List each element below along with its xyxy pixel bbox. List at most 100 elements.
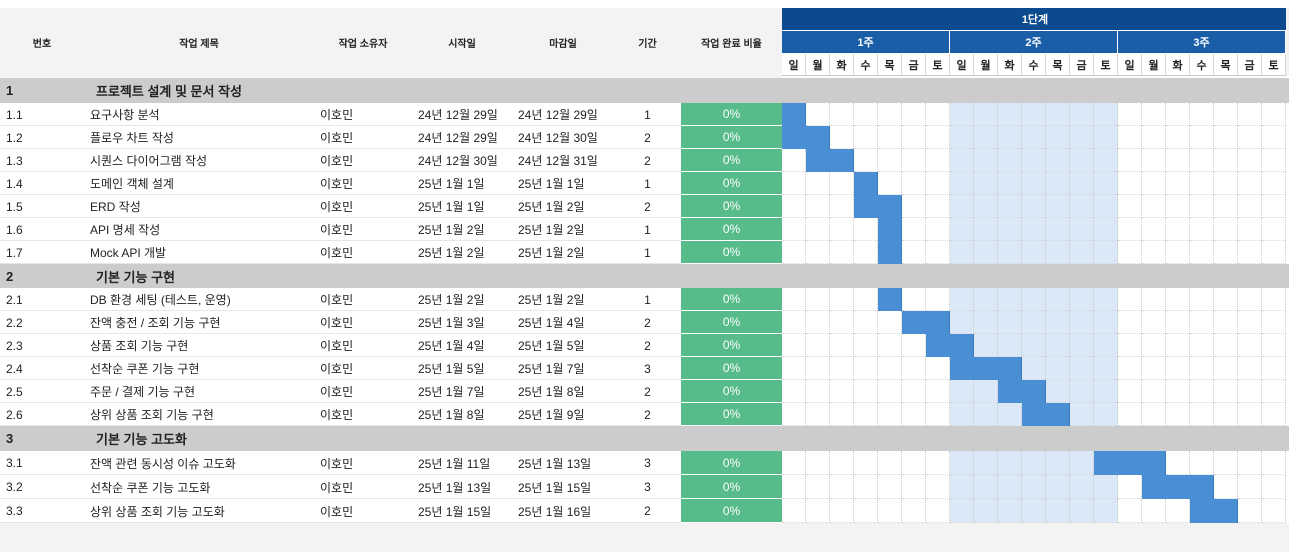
gantt-bar[interactable]	[782, 103, 806, 126]
task-progress[interactable]: 0%	[681, 195, 782, 218]
task-title[interactable]: 잔액 충전 / 조회 기능 구현	[90, 316, 221, 330]
gantt-bar[interactable]	[806, 149, 854, 172]
task-start-date[interactable]: 25년 1월 3일	[418, 316, 485, 330]
task-title[interactable]: 플로우 차트 작성	[90, 131, 174, 145]
task-progress[interactable]: 0%	[681, 475, 782, 499]
gantt-bar[interactable]	[878, 288, 902, 311]
task-start-date[interactable]: 24년 12월 29일	[418, 108, 498, 122]
task-end-date[interactable]: 25년 1월 8일	[518, 385, 585, 399]
header-duration[interactable]: 기간	[638, 38, 657, 50]
gantt-bar[interactable]	[1094, 451, 1166, 475]
gantt-bar[interactable]	[1190, 499, 1238, 523]
task-progress[interactable]: 0%	[681, 103, 782, 126]
task-end-date[interactable]: 24년 12월 31일	[518, 154, 598, 168]
gantt-bar[interactable]	[902, 311, 950, 334]
task-owner[interactable]: 이호민	[320, 200, 354, 214]
header-no[interactable]: 번호	[32, 38, 52, 50]
gantt-bar[interactable]	[926, 334, 974, 357]
gantt-bar[interactable]	[878, 218, 902, 241]
gantt-bar[interactable]	[1022, 403, 1070, 426]
task-end-date[interactable]: 25년 1월 1일	[518, 177, 585, 191]
task-owner[interactable]: 이호민	[320, 246, 354, 260]
task-end-date[interactable]: 24년 12월 30일	[518, 131, 598, 145]
task-start-date[interactable]: 25년 1월 2일	[418, 293, 485, 307]
task-start-date[interactable]: 24년 12월 29일	[418, 131, 498, 145]
task-owner[interactable]: 이호민	[320, 108, 354, 122]
task-progress[interactable]: 0%	[681, 403, 782, 426]
task-start-date[interactable]: 25년 1월 4일	[418, 339, 485, 353]
task-owner[interactable]: 이호민	[320, 385, 354, 399]
task-owner[interactable]: 이호민	[320, 362, 354, 376]
gantt-bar[interactable]	[878, 241, 902, 264]
header-start[interactable]: 시작일	[448, 38, 476, 50]
header-owner[interactable]: 작업 소유자	[338, 38, 388, 50]
task-end-date[interactable]: 25년 1월 2일	[518, 200, 585, 214]
task-title[interactable]: 도메인 객체 설계	[90, 177, 174, 191]
task-owner[interactable]: 이호민	[320, 223, 354, 237]
task-title[interactable]: DB 환경 세팅 (테스트, 운영)	[90, 293, 231, 307]
section-title[interactable]: 기본 기능 구현	[96, 269, 175, 285]
task-owner[interactable]: 이호민	[320, 504, 354, 519]
task-progress[interactable]: 0%	[681, 241, 782, 264]
task-title[interactable]: 잔액 관련 동시성 이슈 고도화	[90, 456, 236, 471]
gantt-bar[interactable]	[854, 172, 878, 195]
task-title[interactable]: 상위 상품 조회 기능 구현	[90, 408, 214, 422]
task-owner[interactable]: 이호민	[320, 408, 354, 422]
gantt-bar[interactable]	[998, 380, 1046, 403]
task-owner[interactable]: 이호민	[320, 316, 354, 330]
task-progress[interactable]: 0%	[681, 149, 782, 172]
gantt-bar[interactable]	[854, 195, 902, 218]
task-start-date[interactable]: 25년 1월 2일	[418, 223, 485, 237]
task-start-date[interactable]: 25년 1월 11일	[418, 456, 491, 471]
task-progress[interactable]: 0%	[681, 288, 782, 311]
task-owner[interactable]: 이호민	[320, 456, 354, 471]
task-progress[interactable]: 0%	[681, 311, 782, 334]
task-end-date[interactable]: 25년 1월 16일	[518, 504, 592, 519]
task-title[interactable]: Mock API 개발	[90, 246, 167, 260]
task-title[interactable]: API 명세 작성	[90, 223, 161, 237]
task-end-date[interactable]: 25년 1월 2일	[518, 246, 585, 260]
task-progress[interactable]: 0%	[681, 357, 782, 380]
task-start-date[interactable]: 24년 12월 30일	[418, 154, 498, 168]
task-title[interactable]: 선착순 쿠폰 기능 고도화	[90, 480, 211, 495]
task-start-date[interactable]: 25년 1월 5일	[418, 362, 485, 376]
task-start-date[interactable]: 25년 1월 15일	[418, 504, 492, 519]
task-end-date[interactable]: 25년 1월 15일	[518, 480, 592, 495]
task-owner[interactable]: 이호민	[320, 154, 354, 168]
task-start-date[interactable]: 25년 1월 2일	[418, 246, 485, 260]
task-end-date[interactable]: 25년 1월 9일	[518, 408, 585, 422]
task-end-date[interactable]: 25년 1월 2일	[518, 293, 585, 307]
task-title[interactable]: 요구사항 분석	[90, 108, 160, 122]
task-end-date[interactable]: 25년 1월 5일	[518, 339, 585, 353]
task-end-date[interactable]: 25년 1월 4일	[518, 316, 585, 330]
task-owner[interactable]: 이호민	[320, 480, 354, 495]
header-title[interactable]: 작업 제목	[179, 38, 219, 50]
gantt-bar[interactable]	[1142, 475, 1214, 499]
task-progress[interactable]: 0%	[681, 334, 782, 357]
gantt-bar[interactable]	[950, 357, 1022, 380]
header-progress[interactable]: 작업 완료 비율	[701, 38, 762, 50]
task-title[interactable]: 주문 / 결제 기능 구현	[90, 385, 195, 399]
task-progress[interactable]: 0%	[681, 126, 782, 149]
task-title[interactable]: 상위 상품 조회 기능 고도화	[90, 504, 225, 519]
section-title[interactable]: 기본 기능 고도화	[96, 432, 187, 447]
task-start-date[interactable]: 25년 1월 13일	[418, 480, 492, 495]
task-start-date[interactable]: 25년 1월 7일	[418, 385, 485, 399]
header-end[interactable]: 마감일	[549, 38, 577, 50]
task-title[interactable]: 선착순 쿠폰 기능 구현	[90, 362, 200, 376]
task-start-date[interactable]: 25년 1월 1일	[418, 177, 485, 191]
task-owner[interactable]: 이호민	[320, 177, 354, 191]
task-progress[interactable]: 0%	[681, 499, 782, 523]
task-end-date[interactable]: 25년 1월 2일	[518, 223, 585, 237]
task-progress[interactable]: 0%	[681, 218, 782, 241]
task-progress[interactable]: 0%	[681, 451, 782, 475]
task-start-date[interactable]: 25년 1월 1일	[418, 200, 485, 214]
task-progress[interactable]: 0%	[681, 380, 782, 403]
task-title[interactable]: 상품 조회 기능 구현	[90, 339, 189, 353]
task-end-date[interactable]: 24년 12월 29일	[518, 108, 598, 122]
gantt-bar[interactable]	[782, 126, 830, 149]
task-start-date[interactable]: 25년 1월 8일	[418, 408, 485, 422]
task-progress[interactable]: 0%	[681, 172, 782, 195]
task-end-date[interactable]: 25년 1월 13일	[518, 456, 592, 471]
task-end-date[interactable]: 25년 1월 7일	[518, 362, 585, 376]
